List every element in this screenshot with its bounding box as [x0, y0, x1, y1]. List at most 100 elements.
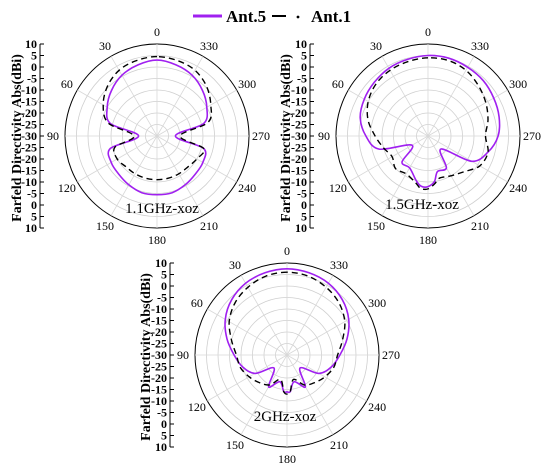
radial-tick-label: 5 [31, 49, 37, 63]
radial-tick-label: 10 [155, 256, 167, 270]
angle-tick-label: 90 [177, 348, 189, 362]
angle-tick-label: 330 [330, 258, 348, 272]
radial-tick-label: 5 [301, 210, 307, 224]
radial-tick-label: -25 [21, 141, 37, 155]
radial-tick-label: -10 [21, 83, 37, 97]
angle-tick-label: 240 [368, 400, 386, 414]
frequency-annotation: 1.1GHz-xoz [125, 201, 199, 217]
polar-grid [194, 262, 380, 448]
legend-swatch-ant1-dot [296, 15, 300, 19]
radial-tick-label: -20 [291, 152, 307, 166]
radial-tick-label: 10 [25, 221, 37, 235]
polar-panel-2: Farfeld Directivity Abs(dBi) 1050-5-10-1… [279, 25, 541, 247]
angle-tick-label: 300 [509, 77, 527, 91]
series-line-ant1 [102, 55, 213, 181]
series-line-ant1 [228, 271, 346, 395]
radial-tick-label: 5 [161, 429, 167, 443]
angle-tick-label: 330 [200, 39, 218, 53]
polar-grid [64, 43, 250, 229]
grid-spoke [286, 354, 334, 435]
legend-label-ant1: Ant.1 [311, 7, 351, 26]
angle-tick-label: 180 [148, 233, 166, 247]
grid-spoke [348, 135, 429, 183]
radial-tick-label: -10 [291, 175, 307, 189]
radial-tick-label: -25 [291, 118, 307, 132]
radial-tick-label: -20 [151, 325, 167, 339]
legend: Ant.5 Ant.1 [193, 7, 351, 26]
radial-tick-label: 5 [161, 268, 167, 282]
grid-spoke [156, 89, 237, 137]
radial-tick-label: -30 [21, 129, 37, 143]
radial-tick-label: -10 [21, 175, 37, 189]
series-line-ant5 [224, 267, 350, 394]
angle-tick-labels: 0 30 60 90 120 150 180 210 240 270 300 330 [47, 25, 270, 247]
angle-tick-label: 30 [370, 39, 382, 53]
radial-tick-label: 10 [25, 37, 37, 51]
series-curves [359, 54, 501, 191]
angle-tick-label: 30 [229, 258, 241, 272]
angle-tick-labels: 0 30 60 90 120 150 180 210 240 270 300 330 [318, 25, 541, 247]
radial-tick-label: -30 [151, 348, 167, 362]
angle-tick-label: 60 [191, 296, 203, 310]
angle-tick-label: 150 [226, 438, 244, 452]
radial-tick-label: -20 [21, 152, 37, 166]
frequency-annotation: 2GHz-xoz [254, 409, 317, 425]
angle-tick-label: 30 [99, 39, 111, 53]
series-line-ant1 [366, 57, 489, 191]
angle-tick-label: 90 [47, 129, 59, 143]
y-axis-label: Farfeld Directivity Abs(dBi) [139, 273, 154, 441]
radial-tick-label: 10 [295, 37, 307, 51]
grid-spoke [156, 56, 204, 137]
radial-tick-label: -5 [157, 406, 167, 420]
angle-tick-label: 90 [318, 129, 330, 143]
radial-tick-label: -30 [291, 129, 307, 143]
grid-spoke [286, 354, 367, 402]
grid-spoke [427, 89, 508, 137]
grid-spoke [207, 354, 288, 402]
angle-tick-labels: 0 30 60 90 120 150 180 210 240 270 300 330 [177, 244, 400, 466]
angle-tick-label: 210 [200, 219, 218, 233]
angle-tick-label: 0 [425, 25, 431, 39]
angle-tick-label: 180 [278, 452, 296, 466]
grid-spoke [207, 308, 288, 356]
radial-tick-label: -15 [291, 164, 307, 178]
grid-spoke [381, 56, 429, 137]
radial-tick-label: -5 [297, 72, 307, 86]
angle-tick-label: 60 [332, 77, 344, 91]
y-axis-label: Farfeld Directivity Abs(dBi) [10, 54, 25, 222]
radial-tick-label: 5 [31, 210, 37, 224]
grid-spoke [110, 135, 158, 216]
series-line-ant5 [105, 59, 209, 196]
angle-tick-label: 60 [61, 77, 73, 91]
angle-tick-label: 300 [238, 77, 256, 91]
grid-spoke [240, 354, 288, 435]
angle-tick-label: 330 [471, 39, 489, 53]
radial-tick-label: 10 [155, 440, 167, 454]
y-axis-label: Farfeld Directivity Abs(dBi) [279, 54, 294, 222]
radial-tick-label: -15 [151, 383, 167, 397]
grid-spoke [77, 89, 158, 137]
radial-tick-label: -20 [21, 106, 37, 120]
series-curves [102, 55, 213, 196]
angle-tick-label: 180 [419, 233, 437, 247]
angle-tick-label: 270 [382, 348, 400, 362]
grid-spoke [240, 275, 288, 356]
angle-tick-label: 150 [367, 219, 385, 233]
grid-spoke [286, 275, 334, 356]
radial-tick-label: 10 [295, 221, 307, 235]
radial-tick-label: 0 [301, 60, 307, 74]
grid-spoke [348, 89, 429, 137]
angle-tick-label: 150 [96, 219, 114, 233]
radial-tick-label: -10 [151, 394, 167, 408]
polar-panel-1: Farfeld Directivity Abs(dBi) 1050-5-10-1… [10, 25, 270, 247]
angle-tick-label: 210 [330, 438, 348, 452]
angle-tick-label: 0 [284, 244, 290, 258]
frequency-annotation: 1.5GHz-xoz [385, 197, 459, 213]
angle-tick-label: 120 [58, 181, 76, 195]
angle-tick-label: 240 [509, 181, 527, 195]
angle-tick-label: 270 [252, 129, 270, 143]
radial-tick-label: 0 [301, 198, 307, 212]
